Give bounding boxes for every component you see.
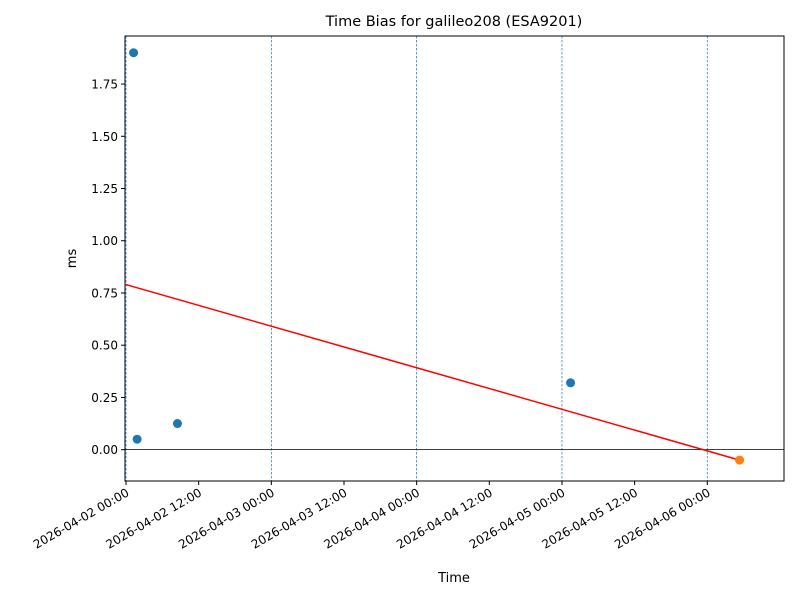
x-axis-label: Time bbox=[437, 571, 470, 586]
y-tick-label: 0.75 bbox=[91, 286, 118, 300]
y-tick-label: 1.00 bbox=[91, 234, 118, 248]
y-tick-label: 1.50 bbox=[91, 130, 118, 144]
y-tick-label: 0.50 bbox=[91, 339, 118, 353]
plot-frame bbox=[124, 35, 785, 482]
trend-line-group bbox=[125, 283, 740, 461]
y-tick-label: 0.00 bbox=[91, 443, 118, 457]
y-tick-label: 1.25 bbox=[91, 182, 118, 196]
data-point bbox=[566, 378, 576, 388]
y-tick-label: 0.25 bbox=[91, 391, 118, 405]
y-axis: 0.00 0.25 0.50 0.75 1.00 1.25 1.50 1.75 bbox=[91, 78, 125, 457]
data-point bbox=[172, 419, 182, 429]
data-point bbox=[129, 48, 139, 58]
trend-line bbox=[125, 283, 740, 461]
y-axis-label: ms bbox=[65, 249, 80, 269]
vertical-lines bbox=[125, 36, 708, 481]
y-tick-label: 1.75 bbox=[91, 78, 118, 92]
data-point bbox=[132, 434, 142, 444]
highlighted-data-point bbox=[735, 455, 745, 465]
data-points bbox=[129, 48, 745, 465]
chart-title: Time Bias for galileo208 (ESA9201) bbox=[325, 14, 583, 30]
